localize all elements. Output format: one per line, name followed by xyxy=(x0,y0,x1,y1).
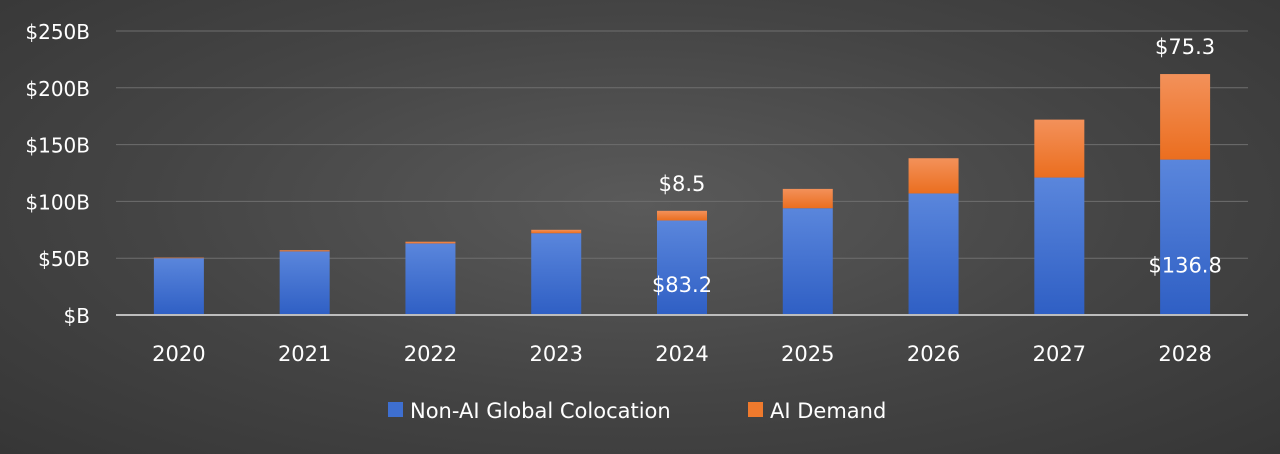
bar-ai-demand-2028 xyxy=(1160,74,1211,160)
data-label: $83.2 xyxy=(652,273,712,297)
data-label: $8.5 xyxy=(659,172,706,196)
y-tick-label: $100B xyxy=(25,190,90,214)
bar-non-ai-global-colocation-2022 xyxy=(405,243,456,315)
bar-non-ai-global-colocation-2026 xyxy=(908,193,959,315)
x-axis-ticks: 2020 2021 2022 2023 2024 2025 2026 2027 2028 xyxy=(152,342,1212,366)
bar-ai-demand-2021 xyxy=(279,250,330,252)
legend-swatch xyxy=(388,402,403,417)
x-tick-label: 2023 xyxy=(529,342,582,366)
x-tick-label: 2024 xyxy=(655,342,708,366)
bar-non-ai-global-colocation-2027 xyxy=(1034,177,1085,315)
legend: Non-AI Global Colocation AI Demand xyxy=(388,399,886,423)
data-labels: $8.5 $83.2 $75.3 $136.8 xyxy=(652,35,1222,297)
x-tick-label: 2021 xyxy=(278,342,331,366)
y-tick-label: $B xyxy=(64,304,90,328)
bar-ai-demand-2023 xyxy=(531,229,582,234)
y-tick-label: $150B xyxy=(25,134,90,158)
x-tick-label: 2025 xyxy=(781,342,834,366)
legend-swatch xyxy=(748,402,763,417)
x-tick-label: 2026 xyxy=(907,342,960,366)
bar-ai-demand-2027 xyxy=(1034,119,1085,178)
y-tick-label: $250B xyxy=(25,20,90,44)
bars xyxy=(153,74,1211,315)
legend-label: Non-AI Global Colocation xyxy=(410,399,671,423)
data-label: $75.3 xyxy=(1155,35,1215,59)
legend-label: AI Demand xyxy=(770,399,886,423)
y-axis-ticks: $B $50B $100B $150B $200B $250B xyxy=(25,20,90,328)
bar-non-ai-global-colocation-2021 xyxy=(279,251,330,315)
bar-non-ai-global-colocation-2025 xyxy=(782,208,833,315)
bar-non-ai-global-colocation-2020 xyxy=(153,258,204,315)
bar-non-ai-global-colocation-2028 xyxy=(1160,159,1211,315)
x-tick-label: 2027 xyxy=(1033,342,1086,366)
bar-ai-demand-2025 xyxy=(782,188,833,209)
data-label: $136.8 xyxy=(1148,253,1221,277)
bar-non-ai-global-colocation-2023 xyxy=(531,233,582,315)
bar-ai-demand-2020 xyxy=(153,257,204,259)
bar-ai-demand-2026 xyxy=(908,158,959,194)
bar-non-ai-global-colocation-2024 xyxy=(657,220,707,315)
y-tick-label: $50B xyxy=(38,247,90,271)
x-tick-label: 2022 xyxy=(404,342,457,366)
x-tick-label: 2020 xyxy=(152,342,205,366)
y-tick-label: $200B xyxy=(25,77,90,101)
bar-ai-demand-2022 xyxy=(405,241,456,244)
x-tick-label: 2028 xyxy=(1158,342,1211,366)
bar-ai-demand-2024 xyxy=(657,210,707,221)
